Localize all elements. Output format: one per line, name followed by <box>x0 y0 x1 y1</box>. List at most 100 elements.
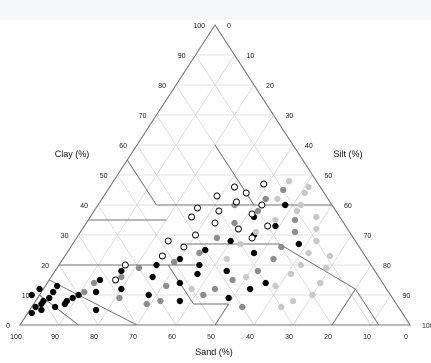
left-tick-2: 80 <box>158 83 166 90</box>
data-point-series1-4 <box>143 300 150 308</box>
data-point-series3-18 <box>112 276 120 284</box>
left-axis-label: Clay (%) <box>55 149 90 159</box>
data-point-series1-6 <box>163 282 170 290</box>
data-point-series2-16 <box>252 228 260 236</box>
data-point-series2-23 <box>305 183 312 191</box>
data-point-series2-19 <box>274 195 281 203</box>
data-point-series0-24 <box>223 267 230 275</box>
grid-line-sand-50 <box>117 174 216 326</box>
data-point-series2-20 <box>188 285 195 293</box>
data-point-series0-38 <box>92 306 100 314</box>
data-point-series1-9 <box>196 249 203 257</box>
data-point-series1-16 <box>278 243 285 251</box>
data-point-series0-11 <box>75 291 82 299</box>
right-tick-1: 10 <box>247 53 255 60</box>
data-point-series0-2 <box>32 303 39 311</box>
grid-line-silt-60 <box>253 204 333 326</box>
data-point-series3-12 <box>121 261 129 269</box>
left-tick-8: 20 <box>41 263 49 270</box>
data-point-series1-2 <box>116 294 123 302</box>
data-point-series1-24 <box>157 297 164 305</box>
bottom-tick-8: 20 <box>324 334 332 341</box>
data-point-series2-12 <box>322 264 330 272</box>
right-tick-4: 40 <box>305 143 313 150</box>
data-point-series3-6 <box>188 213 196 221</box>
right-tick-2: 20 <box>266 83 274 90</box>
left-tick-1: 90 <box>178 53 186 60</box>
data-point-series2-6 <box>313 213 320 221</box>
data-point-series0-12 <box>51 303 59 311</box>
left-tick-9: 10 <box>22 293 30 300</box>
data-point-series2-22 <box>293 207 301 215</box>
data-point-series2-4 <box>313 237 320 245</box>
data-point-series1-21 <box>211 285 219 293</box>
data-point-series0-19 <box>153 261 160 269</box>
data-point-series0-16 <box>118 267 125 275</box>
data-point-series3-14 <box>248 210 256 218</box>
data-point-series2-18 <box>242 273 250 281</box>
data-point-series0-37 <box>92 288 100 296</box>
right-tick-10: 100 <box>422 323 431 330</box>
left-tick-0: 100 <box>193 23 205 30</box>
grid-line-silt-50 <box>214 174 313 326</box>
class-boundary-14 <box>49 279 138 326</box>
data-point-series0-28 <box>225 294 232 302</box>
data-point-series0-13 <box>69 294 76 302</box>
data-point-series0-22 <box>176 255 184 263</box>
class-boundary-2 <box>126 159 157 206</box>
data-point-series0-18 <box>149 273 156 281</box>
data-point-series0-1 <box>28 291 35 299</box>
bottom-tick-1: 90 <box>51 334 59 341</box>
data-points <box>28 177 334 317</box>
data-point-series2-21 <box>278 303 285 311</box>
data-point-series1-14 <box>280 186 287 194</box>
data-point-series3-4 <box>242 189 250 197</box>
bottom-tick-4: 60 <box>168 334 176 341</box>
data-point-series0-8 <box>28 309 35 317</box>
data-point-series0-36 <box>176 297 184 305</box>
grid-line-silt-70 <box>292 234 352 326</box>
data-point-series1-3 <box>118 273 125 281</box>
right-axis-label: Silt (%) <box>334 149 363 159</box>
data-point-series2-14 <box>289 297 297 305</box>
data-point-series2-3 <box>305 249 312 257</box>
data-point-series0-15 <box>96 276 104 284</box>
data-point-series0-29 <box>246 285 254 293</box>
right-tick-0: 0 <box>227 23 231 30</box>
data-point-series2-15 <box>237 240 244 248</box>
data-point-series2-9 <box>285 177 293 185</box>
class-boundary-9 <box>214 303 230 326</box>
data-point-series0-17 <box>118 285 125 293</box>
data-point-series3-8 <box>258 201 266 209</box>
texture-class-boundaries <box>39 144 380 326</box>
data-point-series0-9 <box>63 297 71 305</box>
bottom-tick-7: 30 <box>285 334 293 341</box>
bottom-tick-3: 70 <box>129 334 137 341</box>
data-point-series0-35 <box>196 261 203 269</box>
data-point-series1-1 <box>90 279 98 287</box>
data-point-series0-10 <box>53 282 61 290</box>
data-point-series3-11 <box>164 237 172 245</box>
data-point-series0-30 <box>272 222 279 230</box>
data-point-series0-14 <box>38 300 45 308</box>
bottom-tick-6: 40 <box>246 334 254 341</box>
bottom-axis-label: Sand (%) <box>195 347 233 357</box>
data-point-series1-5 <box>135 264 143 272</box>
grid-line-sand-30 <box>156 114 294 326</box>
data-point-series2-17 <box>272 216 279 224</box>
data-point-series0-27 <box>250 249 258 257</box>
data-point-series0-23 <box>202 246 209 254</box>
data-point-series1-8 <box>200 291 207 299</box>
data-point-series3-1 <box>211 219 219 227</box>
data-point-series1-15 <box>291 228 299 236</box>
data-point-series3-3 <box>232 198 240 206</box>
data-point-series0-5 <box>38 306 45 314</box>
data-point-series3-7 <box>234 225 242 233</box>
tick-labels: 1009080706050403020100010203040506070809… <box>6 23 431 341</box>
grid-line-silt-90 <box>370 294 391 326</box>
data-point-series3-17 <box>193 204 201 212</box>
data-point-series2-8 <box>301 189 308 197</box>
data-point-series0-33 <box>295 240 303 248</box>
data-point-series2-11 <box>317 279 324 287</box>
